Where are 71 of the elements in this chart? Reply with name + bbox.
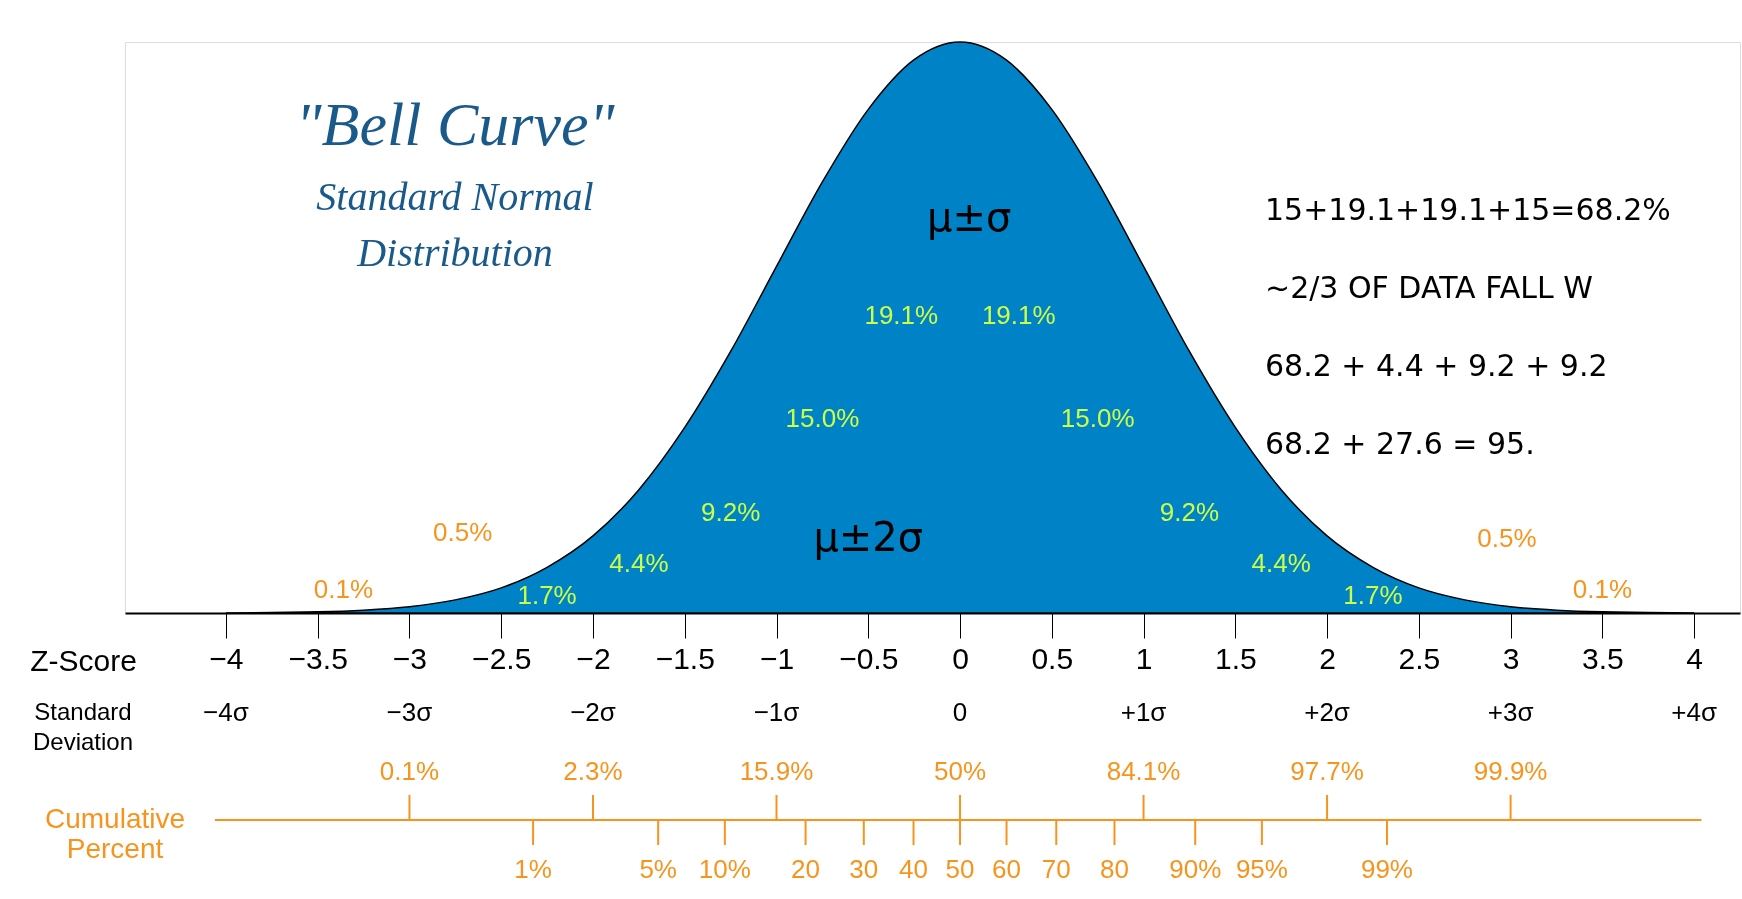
x-tick-label: −3: [392, 641, 428, 675]
x-tick-label: −2.5: [472, 641, 532, 675]
text: 30: [849, 854, 879, 884]
annotation: 9.2%: [700, 497, 761, 528]
x-tick-label: 1: [1135, 641, 1153, 675]
text: Standard Deviation: [32, 698, 134, 755]
text: 97.7%: [1290, 756, 1364, 786]
text: −1σ: [753, 697, 800, 727]
x-tick-label: −1: [759, 641, 795, 675]
x-axis-title: Z-Score: [30, 643, 137, 677]
annotation: 19.1%: [864, 300, 939, 331]
x-tick-label: −4: [209, 641, 244, 675]
text: 20: [791, 854, 821, 884]
x-tick-label: 3.5: [1582, 641, 1624, 675]
x-tick-label: 1.5: [1214, 641, 1257, 675]
annotation: 68.2 + 4.4 + 9.2 + 9.2: [1265, 348, 1608, 383]
text: "Bell Curve": [295, 90, 616, 158]
text: 90%: [1169, 854, 1222, 884]
text: 70: [1041, 854, 1071, 884]
annotation: 0.1%: [313, 574, 374, 605]
annotation: 15+19.1+19.1+15=68.2%: [1265, 192, 1671, 227]
text: 0.1%: [379, 756, 440, 786]
text: 1%: [514, 854, 552, 884]
text: 15.9%: [739, 756, 814, 786]
x-tick-label: −3.5: [288, 641, 348, 675]
text: −3σ: [386, 697, 433, 727]
text: 99%: [1360, 854, 1413, 884]
annotation: 0.1%: [1572, 574, 1632, 605]
x-tick-label: −0.5: [839, 641, 899, 675]
text: 10%: [698, 854, 751, 884]
text: 40: [899, 854, 928, 884]
text: Standard Normal Distribution: [316, 174, 594, 275]
text: 95%: [1235, 854, 1288, 884]
text: Cumulative Percent: [44, 803, 186, 864]
annotation: ~2/3 OF DATA FALL W: [1265, 270, 1593, 305]
text: 50%: [934, 756, 987, 786]
text: −4σ: [203, 697, 249, 727]
x-tick-label: 2.5: [1398, 641, 1441, 675]
annotation: μ±2σ: [813, 513, 924, 560]
annotation: μ±σ: [927, 194, 1012, 241]
annotation: 19.1%: [981, 300, 1056, 331]
x-tick-label: −2: [576, 641, 611, 675]
text: −2σ: [570, 697, 616, 727]
text: 60: [992, 854, 1021, 884]
text: 84.1%: [1106, 756, 1181, 786]
text: +1σ: [1120, 697, 1167, 727]
text: +2σ: [1304, 697, 1350, 727]
x-tick-label: 0: [952, 641, 969, 675]
text: 80: [1100, 854, 1129, 884]
text: +4σ: [1671, 697, 1717, 727]
text: 0: [952, 697, 968, 727]
annotation: 15.0%: [1060, 402, 1135, 433]
annotation: 0.5%: [433, 517, 493, 548]
annotation: 68.2 + 27.6 = 95.: [1265, 426, 1535, 461]
x-tick-label: 4: [1686, 641, 1703, 675]
text: +3σ: [1487, 697, 1534, 727]
annotation: 1.7%: [1343, 579, 1403, 610]
x-tick-label: 2: [1319, 641, 1336, 675]
text: 5%: [639, 854, 677, 884]
x-tick-label: 0.5: [1031, 641, 1074, 675]
x-tick-label: 3: [1502, 641, 1520, 675]
text: 50: [945, 854, 975, 884]
text: 2.3%: [563, 756, 623, 786]
x-tick-label: −1.5: [655, 641, 715, 675]
annotation: 4.4%: [609, 548, 669, 579]
annotation: 0.5%: [1477, 522, 1537, 553]
annotation: 1.7%: [517, 579, 577, 610]
annotation: 4.4%: [1251, 548, 1311, 579]
annotation: 15.0%: [785, 402, 860, 433]
annotation: 9.2%: [1159, 497, 1220, 528]
text: 99.9%: [1473, 756, 1548, 786]
